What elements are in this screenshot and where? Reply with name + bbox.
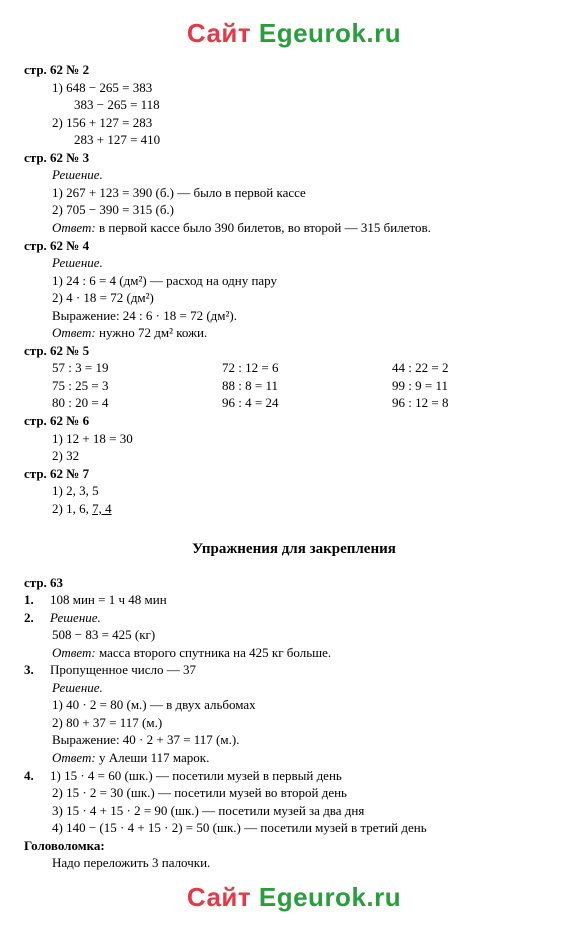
p63-e2-answer: Ответ: масса второго спутника на 425 кг … — [52, 644, 564, 662]
col-3: 44 : 22 = 2 99 : 9 = 11 96 : 12 = 8 — [392, 359, 562, 412]
answer-text: нужно 72 дм² кожи. — [96, 325, 207, 340]
section-heading: Упражнения для закрепления — [24, 539, 564, 559]
p63-e1: 1. 108 мин = 1 ч 48 мин — [24, 591, 564, 609]
p63-e4-line: 1) 15 · 4 = 60 (шк.) — посетили музей в … — [50, 767, 564, 785]
watermark-top: Сайт Egeurok.ru — [24, 16, 564, 51]
watermark-text-1: Сайт — [187, 882, 259, 912]
p62-n5-columns: 57 : 3 = 19 75 : 25 = 3 80 : 20 = 4 72 :… — [52, 359, 564, 412]
p62-n6-line: 2) 32 — [52, 447, 564, 465]
watermark-text-1: Сайт — [187, 18, 259, 48]
p62-n3-line: 2) 705 − 390 = 315 (б.) — [52, 201, 564, 219]
p63-e3-line: 2) 80 + 37 = 117 (м.) — [52, 714, 564, 732]
p62-n2-title: стр. 62 № 2 — [24, 61, 564, 79]
p62-n4-expr: Выражение: 24 : 6 · 18 = 72 (дм²). — [52, 307, 564, 325]
calc: 57 : 3 = 19 — [52, 359, 222, 377]
p62-n4-line: 1) 24 : 6 = 4 (дм²) — расход на одну пар… — [52, 272, 564, 290]
calc: 72 : 12 = 6 — [222, 359, 392, 377]
item-number: 3. — [24, 661, 50, 679]
item-head: Пропущенное число — 37 — [50, 661, 564, 679]
calc: 80 : 20 = 4 — [52, 394, 222, 412]
p62-n7-title: стр. 62 № 7 — [24, 465, 564, 483]
p62-n3-title: стр. 62 № 3 — [24, 149, 564, 167]
answer-text: масса второго спутника на 425 кг больше. — [96, 645, 331, 660]
calc: 99 : 9 = 11 — [392, 377, 562, 395]
watermark-bottom: Сайт Egeurok.ru — [24, 880, 564, 915]
p62-n6-line: 1) 12 + 18 = 30 — [52, 430, 564, 448]
p62-n3-answer: Ответ: в первой кассе было 390 билетов, … — [52, 219, 564, 237]
underlined-text: 7, 4 — [92, 501, 112, 516]
item-number: 4. — [24, 767, 50, 785]
p63-e2-line: 508 − 83 = 425 (кг) — [52, 626, 564, 644]
solution-label: Решение. — [50, 609, 564, 627]
calc: 88 : 8 = 11 — [222, 377, 392, 395]
solution-label: Решение. — [52, 166, 564, 184]
col-1: 57 : 3 = 19 75 : 25 = 3 80 : 20 = 4 — [52, 359, 222, 412]
watermark-text-2: Egeurok.ru — [259, 882, 401, 912]
puzzle-title: Головоломка: — [24, 837, 564, 855]
p63-e4-line: 2) 15 · 2 = 30 (шк.) — посетили музей во… — [52, 784, 564, 802]
calc: 96 : 4 = 24 — [222, 394, 392, 412]
p62-n4-title: стр. 62 № 4 — [24, 237, 564, 255]
solution-label: Решение. — [52, 679, 564, 697]
answer-label: Ответ: — [52, 220, 96, 235]
p63-e4-line: 4) 140 − (15 · 4 + 15 · 2) = 50 (шк.) — … — [52, 819, 564, 837]
answer-label: Ответ: — [52, 325, 96, 340]
calc: 75 : 25 = 3 — [52, 377, 222, 395]
item-number: 2. — [24, 609, 50, 627]
p62-n6-title: стр. 62 № 6 — [24, 412, 564, 430]
answer-text: в первой кассе было 390 билетов, во втор… — [96, 220, 431, 235]
calc: 44 : 22 = 2 — [392, 359, 562, 377]
p63-e3-line: 1) 40 · 2 = 80 (м.) — в двух альбомах — [52, 696, 564, 714]
p62-n2-line: 383 − 265 = 118 — [74, 96, 564, 114]
p62-n5-title: стр. 62 № 5 — [24, 342, 564, 360]
puzzle-text: Надо переложить 3 палочки. — [52, 854, 564, 872]
p63-e3: 3. Пропущенное число — 37 — [24, 661, 564, 679]
p62-n2-line: 2) 156 + 127 = 283 — [52, 114, 564, 132]
p63-e3-answer: Ответ: у Алеши 117 марок. — [52, 749, 564, 767]
answer-label: Ответ: — [52, 750, 96, 765]
col-2: 72 : 12 = 6 88 : 8 = 11 96 : 4 = 24 — [222, 359, 392, 412]
item-text: 108 мин = 1 ч 48 мин — [50, 591, 564, 609]
calc: 96 : 12 = 8 — [392, 394, 562, 412]
p63-e3-expr: Выражение: 40 · 2 + 37 = 117 (м.). — [52, 731, 564, 749]
p63-title: стр. 63 — [24, 574, 564, 592]
solution-label: Решение. — [52, 254, 564, 272]
p63-e4-line: 3) 15 · 4 + 15 · 2 = 90 (шк.) — посетили… — [52, 802, 564, 820]
p62-n4-line: 2) 4 · 18 = 72 (дм²) — [52, 289, 564, 307]
p62-n7-line: 2) 1, 6, 7, 4 — [52, 500, 564, 518]
p62-n7-line: 1) 2, 3, 5 — [52, 482, 564, 500]
p62-n3-line: 1) 267 + 123 = 390 (б.) — было в первой … — [52, 184, 564, 202]
p63-e4: 4. 1) 15 · 4 = 60 (шк.) — посетили музей… — [24, 767, 564, 785]
watermark-text-2: Egeurok.ru — [259, 18, 401, 48]
item-number: 1. — [24, 591, 50, 609]
answer-text: у Алеши 117 марок. — [96, 750, 210, 765]
p62-n4-answer: Ответ: нужно 72 дм² кожи. — [52, 324, 564, 342]
p62-n2-line: 283 + 127 = 410 — [74, 131, 564, 149]
answer-label: Ответ: — [52, 645, 96, 660]
p63-e2: 2. Решение. — [24, 609, 564, 627]
p62-n2-line: 1) 648 − 265 = 383 — [52, 79, 564, 97]
text: 2) 1, 6, — [52, 501, 92, 516]
